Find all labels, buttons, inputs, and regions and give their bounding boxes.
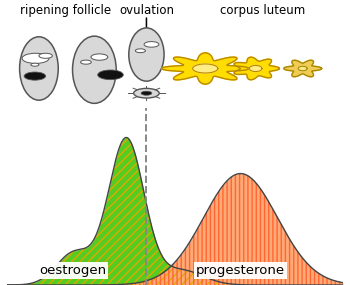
Ellipse shape bbox=[129, 28, 164, 81]
Circle shape bbox=[39, 53, 52, 58]
Circle shape bbox=[91, 54, 108, 60]
Ellipse shape bbox=[72, 36, 116, 103]
Circle shape bbox=[22, 53, 49, 64]
Circle shape bbox=[135, 49, 146, 53]
Circle shape bbox=[144, 42, 159, 47]
Polygon shape bbox=[234, 57, 279, 80]
Circle shape bbox=[98, 70, 123, 80]
Circle shape bbox=[141, 91, 152, 95]
Text: ripening follicle: ripening follicle bbox=[20, 4, 111, 17]
Circle shape bbox=[80, 60, 91, 64]
Circle shape bbox=[31, 63, 39, 66]
Polygon shape bbox=[249, 65, 262, 72]
Polygon shape bbox=[193, 64, 218, 73]
Text: oestrogen: oestrogen bbox=[39, 264, 106, 277]
Circle shape bbox=[24, 72, 46, 80]
Text: corpus luteum: corpus luteum bbox=[220, 4, 305, 17]
Text: progesterone: progesterone bbox=[196, 264, 285, 277]
Circle shape bbox=[134, 88, 159, 98]
Polygon shape bbox=[162, 53, 249, 84]
Polygon shape bbox=[284, 60, 322, 77]
Ellipse shape bbox=[20, 37, 58, 100]
Polygon shape bbox=[298, 66, 307, 71]
Text: ovulation: ovulation bbox=[119, 4, 174, 17]
